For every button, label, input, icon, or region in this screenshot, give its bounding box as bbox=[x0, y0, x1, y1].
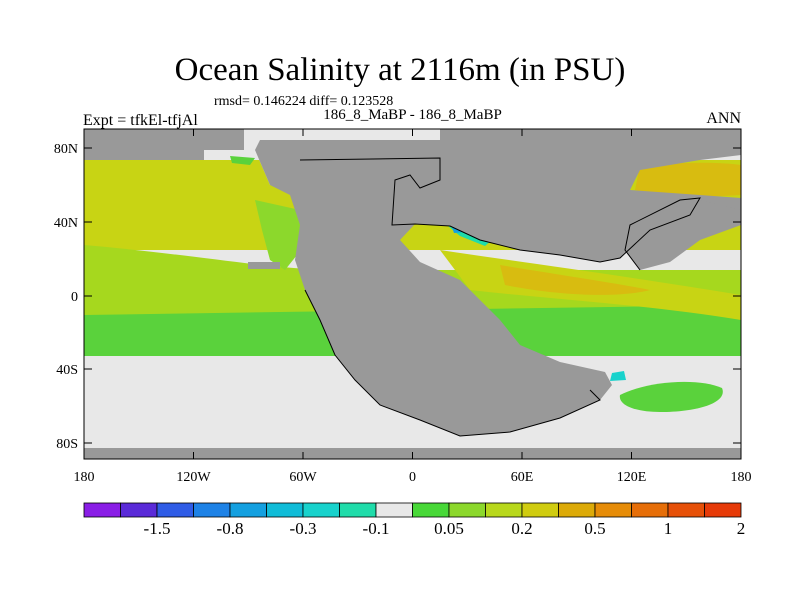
colorbar-label: -0.8 bbox=[217, 519, 244, 538]
south-east-green-blob bbox=[619, 381, 723, 412]
stats-text: rmsd= 0.146224 diff= 0.123528 bbox=[214, 94, 394, 109]
colorbar-swatch bbox=[448, 502, 486, 518]
colorbar-label: -1.5 bbox=[144, 519, 171, 538]
map-field bbox=[84, 129, 741, 459]
lon-tick-label: 180 bbox=[74, 470, 95, 485]
colorbar-swatch bbox=[412, 502, 450, 518]
latitude-ticks: 80N 40N 0 40S 80S bbox=[54, 142, 741, 452]
lon-tick-label: 60E bbox=[511, 470, 534, 485]
cimmeria-land bbox=[625, 200, 741, 270]
season-label: ANN bbox=[706, 110, 741, 127]
arctic-green-patch bbox=[230, 156, 255, 165]
tethys-dark-yellow bbox=[500, 265, 650, 295]
colorbar-swatch bbox=[375, 502, 413, 518]
coastline-south bbox=[304, 289, 601, 437]
colorbar: -1.5 -0.8 -0.3 -0.1 0.05 0.2 0.5 1 2 bbox=[83, 502, 746, 538]
coastline-north bbox=[299, 157, 701, 271]
experiment-subtitle: 186_8_MaBP - 186_8_MaBP bbox=[323, 107, 502, 123]
lat-tick-label: 40S bbox=[56, 363, 78, 378]
colorbar-swatch bbox=[485, 502, 523, 518]
colorbar-swatch bbox=[558, 502, 596, 518]
west-coast-strip bbox=[255, 200, 305, 270]
lat-tick-label: 0 bbox=[71, 290, 78, 305]
colorbar-swatch bbox=[594, 502, 632, 518]
experiment-label: Expt = tfkEl-tfjAl bbox=[83, 112, 198, 129]
colorbar-swatch bbox=[229, 502, 267, 518]
lat-tick-label: 40N bbox=[54, 216, 78, 231]
colorbar-swatch bbox=[302, 502, 340, 518]
colorbar-swatch bbox=[120, 502, 158, 518]
colorbar-swatch bbox=[704, 502, 742, 518]
lat-tick-label: 80N bbox=[54, 142, 78, 157]
colorbar-swatch bbox=[156, 502, 194, 518]
colorbar-swatch bbox=[266, 502, 304, 518]
lon-tick-label: 0 bbox=[409, 470, 416, 485]
colorbar-label: 2 bbox=[737, 519, 746, 538]
colorbar-swatch bbox=[193, 502, 231, 518]
lon-tick-label: 120W bbox=[176, 470, 211, 485]
lon-tick-label: 180 bbox=[731, 470, 752, 485]
arctic-land-east bbox=[440, 129, 741, 150]
colorbar-label: 0.5 bbox=[584, 519, 605, 538]
south-cyan-patch bbox=[610, 371, 626, 381]
lon-tick-label: 120E bbox=[617, 470, 647, 485]
colorbar-label: 1 bbox=[664, 519, 673, 538]
colorbar-swatch bbox=[339, 502, 377, 518]
longitude-ticks: 180 120W 60W 0 60E 120E 180 bbox=[74, 129, 752, 485]
colorbar-label: 0.2 bbox=[511, 519, 532, 538]
colorbar-swatch bbox=[521, 502, 559, 518]
map-title: Ocean Salinity at 2116m (in PSU) bbox=[174, 52, 626, 88]
colorbar-label: 0.05 bbox=[434, 519, 464, 538]
colorbar-swatch bbox=[83, 502, 121, 518]
colorbar-swatch bbox=[631, 502, 669, 518]
arctic-shelf bbox=[84, 150, 204, 160]
colorbar-label: -0.3 bbox=[290, 519, 317, 538]
pangaea-land bbox=[255, 140, 741, 436]
lat-tick-label: 80S bbox=[56, 437, 78, 452]
lon-tick-label: 60W bbox=[289, 470, 317, 485]
colorbar-label: -0.1 bbox=[363, 519, 390, 538]
small-island bbox=[248, 262, 280, 269]
north-east-dark-yellow bbox=[635, 162, 741, 197]
colorbar-swatch bbox=[667, 502, 705, 518]
arctic-land-west bbox=[84, 129, 244, 150]
